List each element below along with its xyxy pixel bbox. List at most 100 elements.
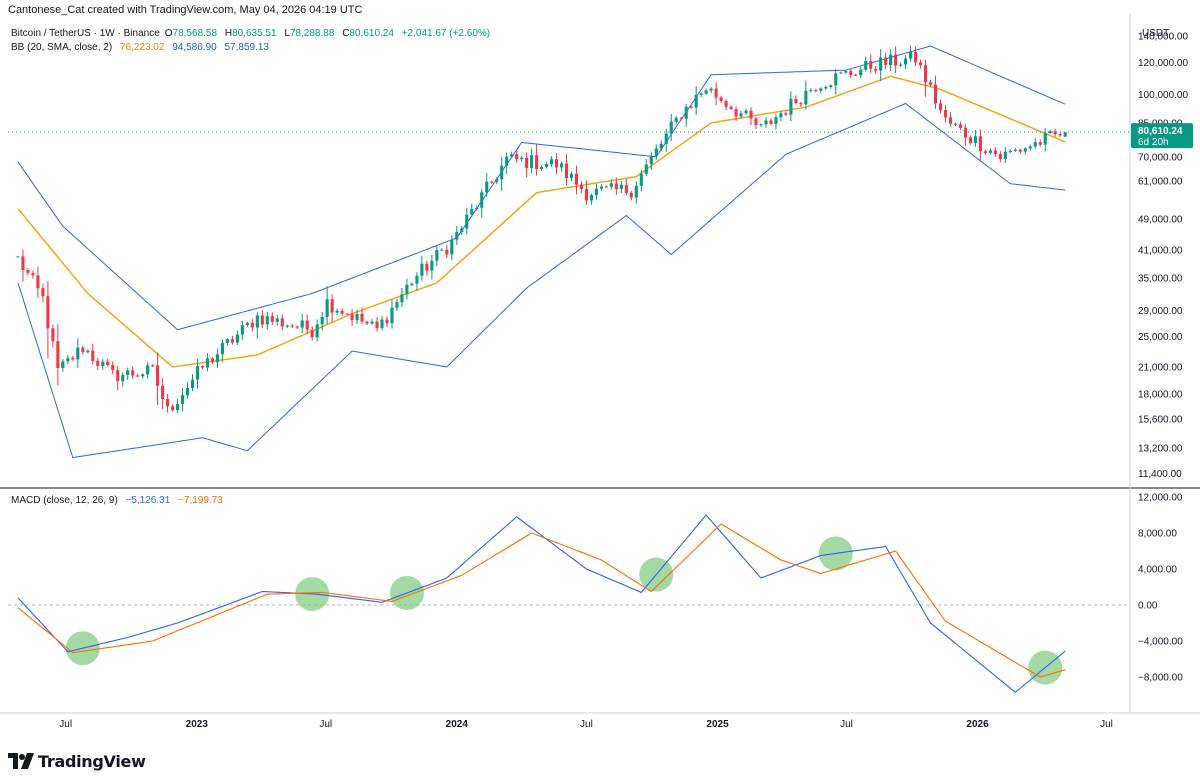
candle-body <box>679 117 683 119</box>
low-key: L <box>284 28 290 39</box>
candle-body <box>924 65 928 83</box>
candle-body <box>380 319 384 328</box>
candle-body <box>345 313 349 315</box>
candle-body <box>166 399 170 407</box>
candle-body <box>1053 131 1057 135</box>
candle-body <box>320 316 324 325</box>
macd-label: MACD (close, 12, 26, 9) <box>11 495 118 506</box>
candle-body <box>390 307 394 324</box>
candle-body <box>889 54 893 65</box>
candle-body <box>933 84 938 104</box>
candle-body <box>270 316 274 322</box>
candle-body <box>948 117 953 124</box>
candle-body <box>335 310 339 313</box>
bb-basis-line <box>17 75 1066 368</box>
high-value: 80,635.51 <box>232 28 277 39</box>
candle-body <box>634 185 638 198</box>
candle-body <box>584 189 588 201</box>
candle-body <box>305 320 309 330</box>
candle-body <box>205 358 210 368</box>
bb-basis-value: 76,223.02 <box>119 42 165 53</box>
candle-body <box>420 263 424 276</box>
candle-body <box>709 88 713 91</box>
candle-body <box>315 324 319 338</box>
close-value: 80,610.24 <box>349 28 394 39</box>
candle-body <box>455 232 459 240</box>
candle-body <box>26 270 30 273</box>
candle-body <box>943 110 948 118</box>
candle-body <box>540 166 544 169</box>
candle-body <box>824 87 828 89</box>
candle-body <box>230 339 234 343</box>
candle-body <box>525 157 529 168</box>
candle-body <box>250 322 254 328</box>
candle-body <box>470 208 474 215</box>
candle-body <box>734 109 738 117</box>
price-axis-tick: 15,600.00 <box>1138 414 1183 425</box>
candle-body <box>649 156 653 165</box>
candle-body <box>180 395 185 405</box>
candle-body <box>495 179 499 182</box>
candle-body <box>220 342 224 355</box>
macd-line <box>17 514 1066 694</box>
candle-body <box>564 163 569 179</box>
candle-body <box>535 155 539 169</box>
candle-body <box>260 315 264 325</box>
price-axis-tick: 35,000.00 <box>1138 273 1183 284</box>
candle-body <box>340 310 344 314</box>
candle-body <box>126 370 130 375</box>
tradingview-brand-text: TradingView <box>38 751 146 771</box>
candle-body <box>91 350 95 361</box>
candle-body <box>61 361 65 368</box>
bb-lower-band <box>17 102 1066 459</box>
bb-legend[interactable]: BB (20, SMA, close, 2) 76,223.02 94,586.… <box>11 42 274 53</box>
candle-body <box>240 325 244 335</box>
candle-body <box>644 164 648 174</box>
candle-body <box>689 106 693 108</box>
bb-lower-value: 57,859.13 <box>224 42 270 53</box>
candle-body <box>190 379 195 388</box>
macd-axis-tick: 12,000.00 <box>1138 493 1183 504</box>
macd-axis-tick: 4,000.00 <box>1138 565 1177 576</box>
price-axis-tick: 140,000.00 <box>1138 31 1188 42</box>
tradingview-logo-icon <box>8 753 34 769</box>
candle-body <box>844 71 848 73</box>
price-axis-tick: 41,000.00 <box>1138 246 1183 257</box>
candle-body <box>839 72 843 74</box>
candle-body <box>310 329 314 338</box>
candle-body <box>988 150 992 153</box>
macd-legend[interactable]: MACD (close, 12, 26, 9) −5,126.31 −7,199… <box>11 495 228 506</box>
price-axis-tick: 49,000.00 <box>1138 215 1183 226</box>
candle-body <box>400 294 404 303</box>
signal-line <box>17 523 1066 678</box>
candle-body <box>579 184 584 190</box>
symbol-name[interactable]: Bitcoin / TetherUS · 1W · Binance <box>11 28 160 39</box>
price-axis-tick: 120,000.00 <box>1138 58 1188 69</box>
candle-body <box>136 375 140 377</box>
candle-body <box>225 339 229 343</box>
tradingview-logo[interactable]: TradingView <box>8 750 146 772</box>
candle-body <box>16 256 20 258</box>
candle-body <box>704 90 708 94</box>
currency-label[interactable]: USDT <box>1142 28 1170 39</box>
candle-body <box>1008 151 1012 153</box>
candle-body <box>1038 142 1042 145</box>
candle-body <box>505 156 509 166</box>
price-axis-tick: 70,000.00 <box>1138 152 1183 163</box>
candle-body <box>819 88 823 91</box>
candle-body <box>415 275 419 284</box>
candle-body <box>121 374 125 382</box>
date-axis-tick: Jul <box>580 719 593 730</box>
candle-body <box>1043 133 1047 145</box>
candle-body <box>958 124 962 128</box>
candle-body <box>76 347 80 360</box>
candle-body <box>654 148 658 157</box>
candle-body <box>759 124 763 126</box>
candle-body <box>769 120 773 124</box>
candle-body <box>460 228 464 233</box>
candle-body <box>151 365 155 367</box>
price-axis-tick: 61,000.00 <box>1138 176 1183 187</box>
candle-body <box>485 181 489 193</box>
candle-body <box>490 181 494 183</box>
